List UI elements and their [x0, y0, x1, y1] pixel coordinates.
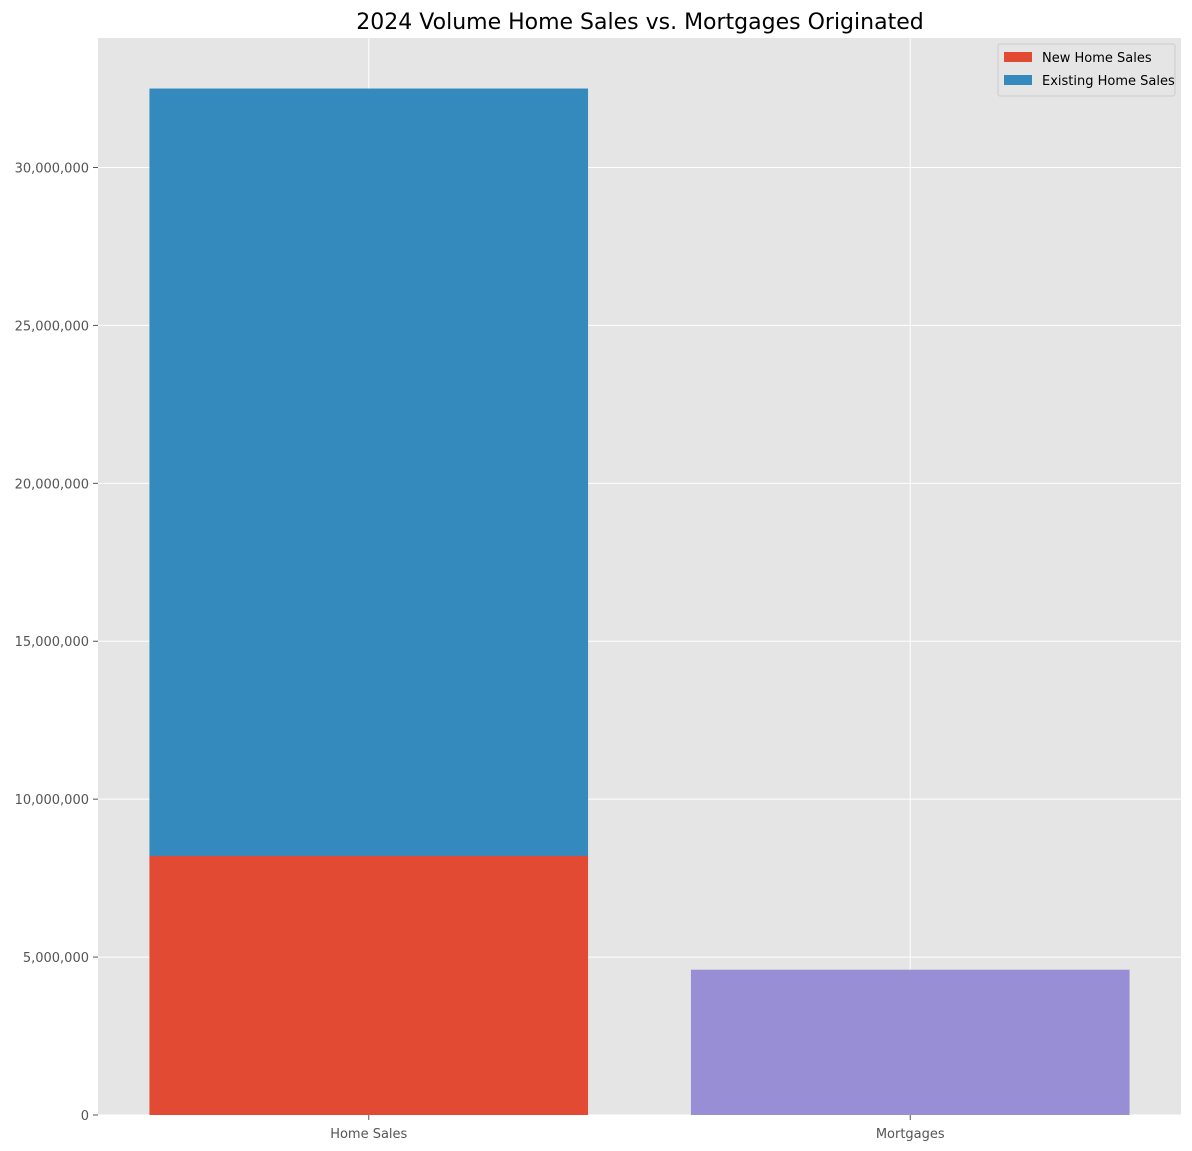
legend-swatch: [1004, 75, 1032, 85]
y-tick-label: 30,000,000: [15, 161, 89, 176]
y-tick-label: 0: [81, 1109, 89, 1124]
x-tick-label: Home Sales: [330, 1127, 407, 1142]
bar-series-1-home-sales: [149, 88, 589, 857]
y-tick-label: 10,000,000: [15, 793, 89, 808]
bars: [149, 88, 1130, 1115]
chart-title: 2024 Volume Home Sales vs. Mortgages Ori…: [356, 10, 923, 35]
x-tick-label: Mortgages: [876, 1127, 945, 1142]
legend-box: [997, 43, 1176, 97]
bar-series-2-mortgages: [690, 969, 1130, 1115]
y-tick-label: 20,000,000: [15, 477, 89, 492]
y-tick-label: 25,000,000: [15, 319, 89, 334]
legend-label: Existing Home Sales: [1042, 74, 1175, 89]
y-tick-label: 15,000,000: [15, 635, 89, 650]
legend-label: New Home Sales: [1042, 51, 1152, 66]
legend-swatch: [1004, 52, 1032, 62]
y-tick-label: 5,000,000: [23, 951, 89, 966]
x-axis: Home Sales Mortgages: [330, 1115, 945, 1142]
bar-series-0-home-sales: [149, 856, 589, 1115]
legend: New Home Sales Existing Home Sales: [997, 43, 1176, 97]
y-axis: 0 5,000,000 10,000,000 15,000,000 20,000,000…: [15, 161, 98, 1124]
